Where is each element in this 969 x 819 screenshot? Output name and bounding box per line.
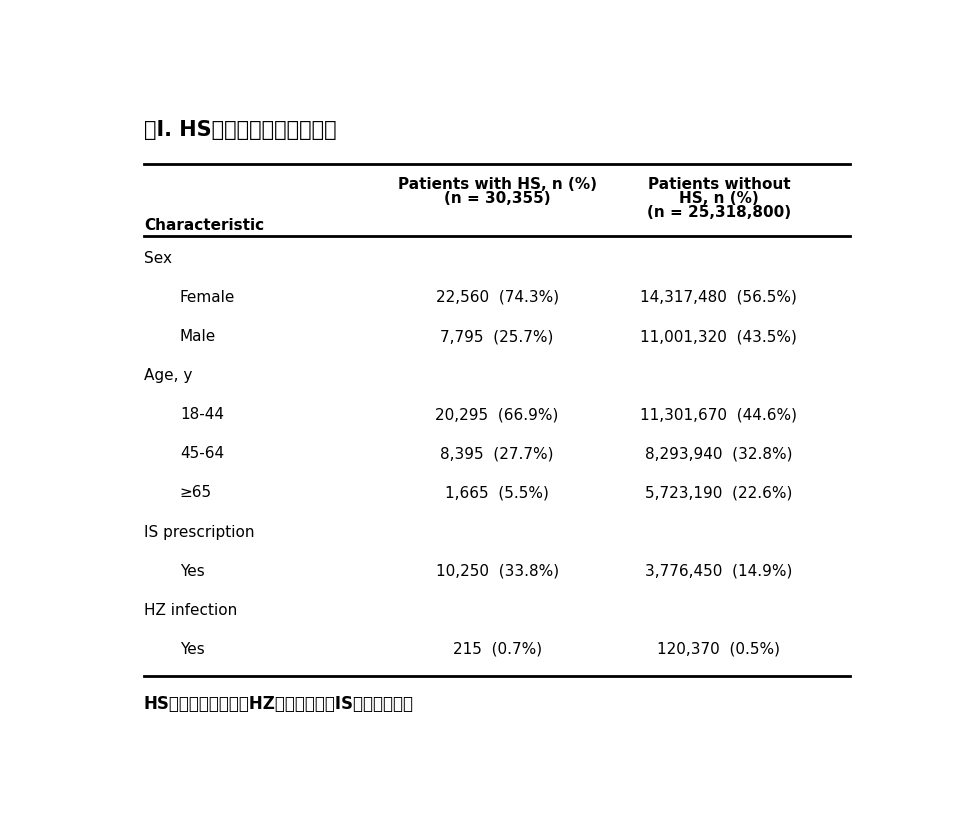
Text: (n = 25,318,800): (n = 25,318,800) xyxy=(646,205,790,219)
Text: 8,395  (27.7%): 8,395 (27.7%) xyxy=(440,446,553,461)
Text: 215  (0.7%): 215 (0.7%) xyxy=(453,642,541,657)
Text: 14,317,480  (56.5%): 14,317,480 (56.5%) xyxy=(640,290,797,305)
Text: (n = 30,355): (n = 30,355) xyxy=(444,191,549,206)
Text: Sex: Sex xyxy=(143,251,172,266)
Text: 8,293,940  (32.8%): 8,293,940 (32.8%) xyxy=(644,446,792,461)
Text: 10,250  (33.8%): 10,250 (33.8%) xyxy=(435,563,558,579)
Text: 11,301,670  (44.6%): 11,301,670 (44.6%) xyxy=(640,407,797,423)
Text: Yes: Yes xyxy=(179,563,204,579)
Text: 120,370  (0.5%): 120,370 (0.5%) xyxy=(657,642,780,657)
Text: ≥65: ≥65 xyxy=(179,486,212,500)
Text: Patients without: Patients without xyxy=(647,177,790,192)
Text: 45-64: 45-64 xyxy=(179,446,224,461)
Text: 22,560  (74.3%): 22,560 (74.3%) xyxy=(435,290,558,305)
Text: 18-44: 18-44 xyxy=(179,407,224,423)
Text: 11,001,320  (43.5%): 11,001,320 (43.5%) xyxy=(640,329,797,344)
Text: HS, n (%): HS, n (%) xyxy=(678,191,758,206)
Text: Age, y: Age, y xyxy=(143,369,192,383)
Text: Characteristic: Characteristic xyxy=(143,218,264,233)
Text: Female: Female xyxy=(179,290,235,305)
Text: 3,776,450  (14.9%): 3,776,450 (14.9%) xyxy=(644,563,792,579)
Text: IS prescription: IS prescription xyxy=(143,525,254,540)
Text: 表I. HS和对照患者的一般特征: 表I. HS和对照患者的一般特征 xyxy=(143,120,336,140)
Text: 20,295  (66.9%): 20,295 (66.9%) xyxy=(435,407,558,423)
Text: Yes: Yes xyxy=(179,642,204,657)
Text: HZ infection: HZ infection xyxy=(143,603,236,618)
Text: 5,723,190  (22.6%): 5,723,190 (22.6%) xyxy=(644,486,792,500)
Text: Male: Male xyxy=(179,329,216,344)
Text: 1,665  (5.5%): 1,665 (5.5%) xyxy=(445,486,548,500)
Text: 7,795  (25.7%): 7,795 (25.7%) xyxy=(440,329,553,344)
Text: Patients with HS, n (%): Patients with HS, n (%) xyxy=(397,177,596,192)
Text: HS，化脓性汗腺炎；HZ，带状疱疹；IS，免疫抑制。: HS，化脓性汗腺炎；HZ，带状疱疹；IS，免疫抑制。 xyxy=(143,695,414,713)
